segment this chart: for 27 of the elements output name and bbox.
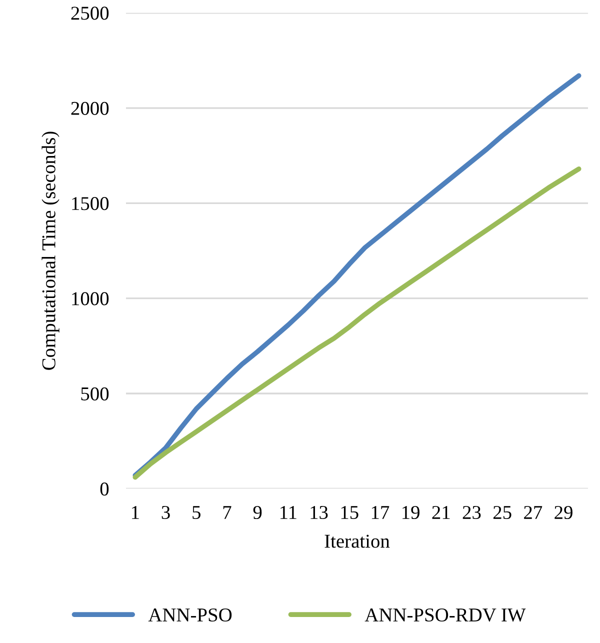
x-axis-title: Iteration (324, 534, 390, 548)
y-tick-label: 1500 (72, 197, 109, 210)
y-tick-label: 0 (100, 482, 109, 496)
y-tick-label: 2500 (71, 6, 109, 20)
x-tick-label: 5 (192, 506, 200, 520)
x-tick-label: 9 (253, 506, 262, 520)
x-tick-label: 11 (280, 506, 296, 519)
line-series (132, 73, 582, 478)
x-tick-label: 15 (341, 506, 358, 520)
x-tick-label: 23 (462, 506, 481, 520)
x-tick-label: 17 (372, 506, 390, 519)
line-series (132, 166, 582, 480)
legend-label: ANN-PSO-RDV IW (364, 608, 526, 622)
y-axis-title: Computational Time (seconds) (42, 132, 60, 370)
x-tick-label: 7 (223, 506, 232, 519)
y-tick-label: 2000 (71, 102, 109, 115)
x-tick-label: 29 (554, 506, 572, 520)
x-tick-label: 27 (524, 506, 542, 519)
x-tick-label: 25 (493, 506, 512, 520)
x-tick-label: 1 (132, 506, 139, 519)
y-tick-label: 1000 (72, 292, 109, 306)
x-tick-label: 21 (432, 506, 450, 519)
x-tick-label: 19 (402, 506, 420, 520)
legend-label: ANN-PSO (148, 608, 232, 622)
x-tick-label: 13 (310, 506, 328, 520)
y-tick-label: 500 (81, 387, 109, 400)
x-tick-label: 3 (162, 506, 170, 520)
